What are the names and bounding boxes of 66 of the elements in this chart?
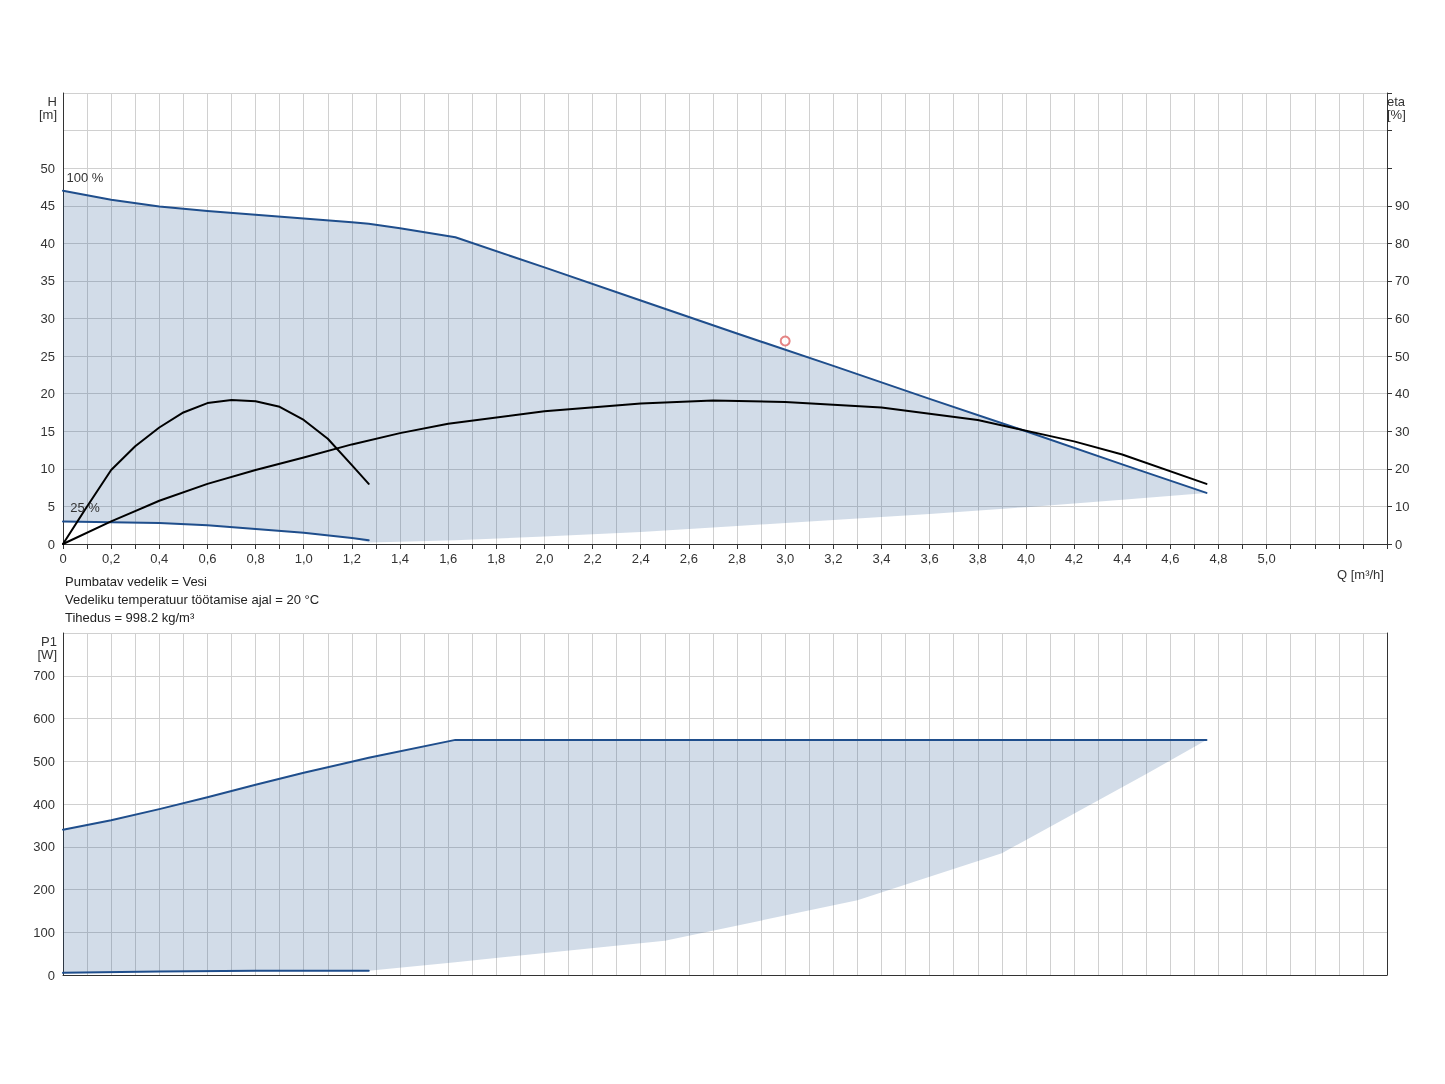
x-tick-label: 2,8 (728, 551, 747, 566)
y-tick-label: 50 (40, 160, 55, 176)
x-tick-label: 0,4 (150, 551, 169, 566)
x-tick-label: 2,0 (535, 551, 554, 566)
y-tick-label: 600 (33, 711, 55, 726)
x-tick-label: 4,6 (1161, 551, 1180, 566)
x-tick-label: 1,8 (487, 551, 506, 566)
y2-tick-label: 10 (1395, 498, 1410, 514)
series-label: 100 % (66, 169, 104, 185)
x-tick-label: 5,0 (1257, 551, 1276, 566)
y-tick-label: 45 (40, 198, 55, 214)
y-axis-title: P1 [W] (37, 634, 57, 662)
x-tick-label: 0,6 (198, 551, 217, 566)
y2-tick-label: 40 (1395, 386, 1410, 402)
x-tick-label: 2,4 (631, 551, 650, 566)
x-tick-label: 3,2 (824, 551, 843, 566)
series-label: 25 % (70, 500, 101, 516)
text: Tihedus = 998.2 kg/m³ (65, 610, 195, 625)
y-tick-label: 15 (40, 423, 55, 439)
y-tick-label: 400 (33, 796, 55, 812)
y2-tick-label: 90 (1395, 198, 1410, 214)
x-tick-label: 0,8 (246, 551, 265, 566)
y-tick-label: 35 (40, 273, 55, 289)
y-axis-title: H [m] (38, 94, 57, 122)
x-tick-label: 4,8 (1209, 551, 1228, 566)
y2-tick-label: 60 (1395, 311, 1410, 326)
y-tick-label: 5 (47, 498, 55, 514)
x-tick-label: 1,2 (342, 551, 361, 566)
x-tick-label: 2,2 (583, 551, 602, 566)
x-tick-label: 1,4 (390, 551, 410, 566)
x-tick-label: 3,0 (776, 551, 795, 566)
y-tick-label: 500 (33, 753, 55, 769)
text: Vedeliku temperatuur töötamise ajal = 20 °C (65, 592, 320, 607)
x-tick-label: 4,0 (1016, 551, 1035, 566)
y2-tick-label: 70 (1395, 273, 1410, 289)
y2-tick-label: 80 (1395, 235, 1410, 251)
x-tick-label: 3,8 (968, 551, 987, 566)
y-tick-label: 100 (33, 924, 55, 940)
y2-tick-label: 0 (1395, 536, 1403, 552)
y-tick-label: 0 (47, 967, 55, 983)
x-tick-label: 4,2 (1065, 551, 1084, 566)
x-tick-label: 0 (59, 551, 67, 566)
y2-axis-title: eta [%] (1387, 94, 1406, 122)
x-tick-label: 0,2 (102, 551, 121, 566)
y2-tick-label: 30 (1395, 423, 1410, 439)
x-tick-label: 3,6 (920, 551, 939, 566)
y-tick-label: 20 (40, 386, 55, 402)
line-series (62, 520, 370, 542)
x-tick-label: 3,4 (872, 551, 891, 566)
x-tick-label: 1,0 (294, 551, 313, 566)
y-tick-label: 700 (33, 668, 55, 684)
y-tick-label: 25 (40, 348, 55, 364)
y-tick-label: 300 (33, 839, 55, 855)
y-tick-label: 10 (40, 461, 55, 477)
y-tick-label: 0 (47, 536, 55, 552)
x-tick-label: 4,4 (1113, 551, 1132, 566)
y2-tick-label: 20 (1395, 461, 1410, 477)
x-tick-label: 2,6 (679, 551, 698, 566)
y-tick-label: 40 (40, 235, 55, 251)
line-series (62, 738, 1208, 831)
y-tick-label: 30 (40, 311, 55, 326)
y2-tick-label: 50 (1395, 348, 1410, 364)
x-tick-label: 1,6 (439, 551, 458, 566)
y-tick-label: 200 (33, 882, 55, 897)
text: Pumbatav vedelik = Vesi (65, 574, 208, 589)
x-axis-title: Q [m³/h] (1337, 567, 1384, 582)
